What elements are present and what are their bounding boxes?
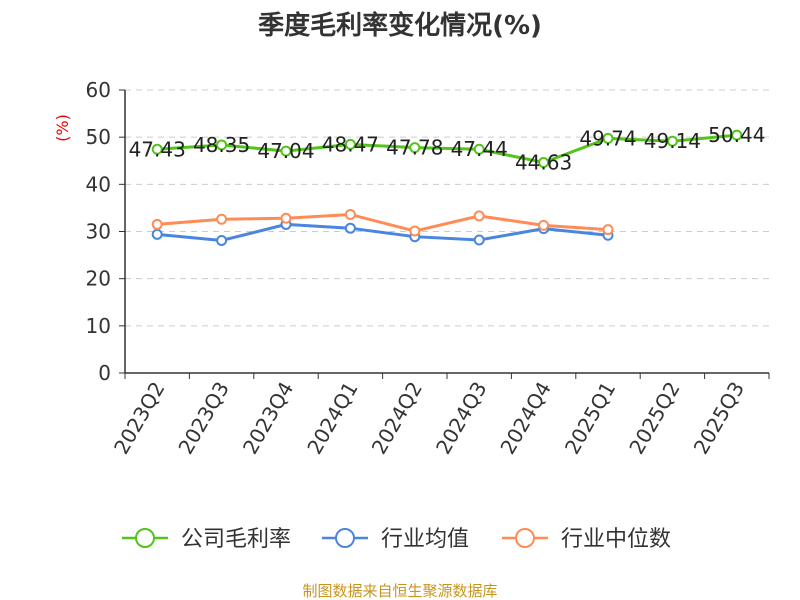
series-line <box>157 133 737 165</box>
legend-label: 公司毛利率 <box>181 527 291 552</box>
data-point <box>731 129 743 141</box>
data-label: 49.74 <box>579 126 636 150</box>
source-note: 制图数据来自恒生聚源数据库 <box>302 582 497 600</box>
data-point <box>216 234 228 246</box>
x-tick-label: 2023Q2 <box>109 378 169 459</box>
data-point <box>344 222 356 234</box>
data-point <box>602 132 614 144</box>
x-tick-label: 2024Q1 <box>302 378 362 459</box>
series-line <box>157 213 609 233</box>
x-tick-label: 2025Q2 <box>624 378 684 459</box>
legend-label: 行业均值 <box>381 527 469 552</box>
data-point <box>216 213 228 225</box>
x-tick-label: 2024Q3 <box>431 378 491 459</box>
data-point <box>280 212 292 224</box>
legend-marker <box>135 528 155 548</box>
data-point <box>216 139 228 151</box>
series-line <box>157 222 609 242</box>
y-tick-label: 40 <box>86 172 111 196</box>
data-point <box>473 234 485 246</box>
data-label: 50.44 <box>708 123 765 147</box>
data-point <box>344 209 356 221</box>
data-point <box>151 143 163 155</box>
data-point <box>409 142 421 154</box>
data-label: 49.14 <box>644 129 701 153</box>
y-tick-label: 0 <box>98 361 111 385</box>
data-point <box>151 228 163 240</box>
data-point <box>666 135 678 147</box>
data-label: 48.35 <box>193 133 250 157</box>
y-tick-label: 50 <box>86 125 111 149</box>
y-tick-label: 30 <box>86 220 111 244</box>
x-tick-label: 2024Q4 <box>495 378 555 459</box>
data-point <box>280 145 292 157</box>
y-tick-label: 20 <box>86 267 111 291</box>
data-point <box>151 218 163 230</box>
data-label: 48.47 <box>322 132 379 156</box>
x-tick-label: 2025Q3 <box>689 378 749 459</box>
y-tick-label: 60 <box>86 78 111 102</box>
data-point <box>344 138 356 150</box>
data-point <box>409 225 421 237</box>
data-point <box>473 143 485 155</box>
x-tick-label: 2025Q1 <box>560 378 620 459</box>
y-axis-label: (%) <box>53 114 72 142</box>
data-point <box>538 156 550 168</box>
data-point <box>602 224 614 236</box>
data-label: 44.63 <box>515 150 572 174</box>
x-tick-label: 2024Q2 <box>367 378 427 459</box>
x-tick-label: 2023Q4 <box>238 378 298 459</box>
legend-marker <box>335 528 355 548</box>
data-point <box>473 210 485 222</box>
data-label: 47.04 <box>257 139 314 163</box>
chart-title: 季度毛利率变化情况(%) <box>258 10 542 41</box>
y-tick-label: 10 <box>86 314 111 338</box>
data-label: 47.44 <box>451 137 508 161</box>
x-tick-label: 2023Q3 <box>173 378 233 459</box>
data-point <box>538 219 550 231</box>
legend-marker <box>515 528 535 548</box>
legend-label: 行业中位数 <box>561 527 671 552</box>
data-label: 47.78 <box>386 136 443 160</box>
data-label: 47.43 <box>129 137 186 161</box>
